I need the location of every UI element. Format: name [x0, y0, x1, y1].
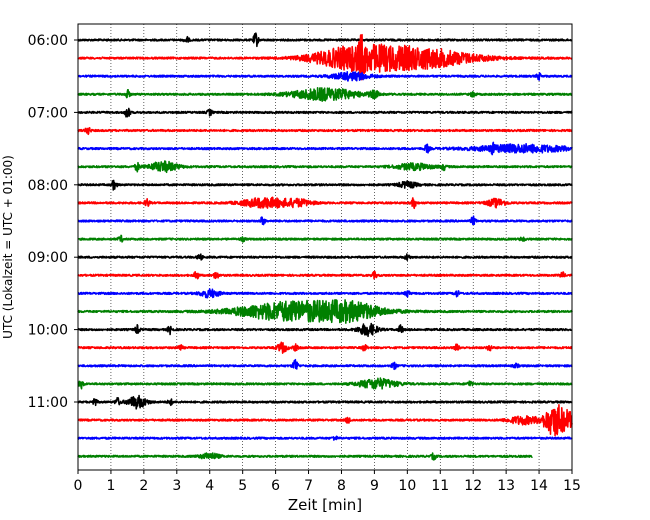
seismic-trace-1130: [77, 435, 573, 441]
y-axis-ticks: 06:00 07:00 08:00 09:00 10:00 11:00: [28, 33, 78, 411]
plot-frame: [77, 23, 573, 471]
x-tick-label: 2: [139, 478, 148, 494]
seismic-trace-0630: [77, 70, 573, 82]
x-tick-label: 0: [74, 478, 83, 494]
grid-lines: [110, 24, 540, 470]
seismic-trace-1000: [77, 322, 573, 338]
seismic-trace-1145: [77, 452, 533, 461]
seismic-trace-1100: [77, 394, 573, 410]
seismic-trace-1015: [77, 341, 573, 354]
seismic-trace-0615: [77, 33, 573, 81]
seismic-trace-0815: [77, 196, 573, 210]
seismic-trace-0945: [77, 299, 573, 324]
x-tick-label: 4: [205, 478, 214, 494]
y-tick-label: 10:00: [28, 323, 68, 339]
x-axis-ticks: 0 1 2 3 4 5 6 7 8 9 10 11 12 13 14 15: [74, 470, 581, 494]
x-tick-label: 10: [398, 478, 416, 494]
seismic-trace-0830: [77, 215, 573, 226]
seismic-trace-0715: [77, 127, 573, 136]
seismic-trace-1045: [77, 377, 573, 390]
x-tick-label: 7: [304, 478, 313, 494]
x-tick-label: 13: [497, 478, 515, 494]
y-tick-label: 09:00: [28, 250, 68, 266]
seismic-trace-0645: [77, 87, 573, 102]
seismic-trace-1115: [77, 403, 573, 437]
seismic-trace-0800: [77, 179, 573, 191]
x-tick-label: 11: [431, 478, 449, 494]
seismic-trace-0915: [77, 270, 573, 280]
x-tick-label: 9: [370, 478, 379, 494]
x-tick-label: 3: [172, 478, 181, 494]
x-tick-label: 1: [106, 478, 115, 494]
x-tick-label: 6: [271, 478, 280, 494]
seismic-trace-0900: [77, 253, 573, 262]
seismic-trace-1030: [77, 358, 573, 371]
seismic-trace-0700: [77, 107, 573, 118]
x-tick-label: 8: [337, 478, 346, 494]
y-tick-label: 08:00: [28, 178, 68, 194]
y-tick-label: 11:00: [28, 395, 68, 411]
seismic-trace-0730: [77, 141, 573, 156]
x-tick-label: 15: [563, 478, 581, 494]
seismic-trace-0930: [77, 288, 573, 299]
y-tick-label: 06:00: [28, 33, 68, 49]
x-tick-label: 5: [238, 478, 247, 494]
seismic-trace-0600: [77, 32, 573, 48]
seismic-trace-0845: [77, 234, 573, 243]
x-axis-label: Zeit [min]: [288, 496, 362, 514]
seismic-traces: [77, 32, 573, 461]
y-axis-label: UTC (Lokalzeit = UTC + 01:00): [1, 155, 15, 339]
y-tick-label: 07:00: [28, 105, 68, 121]
x-tick-label: 12: [464, 478, 482, 494]
x-tick-label: 14: [530, 478, 548, 494]
seismic-trace-0745: [77, 160, 573, 174]
